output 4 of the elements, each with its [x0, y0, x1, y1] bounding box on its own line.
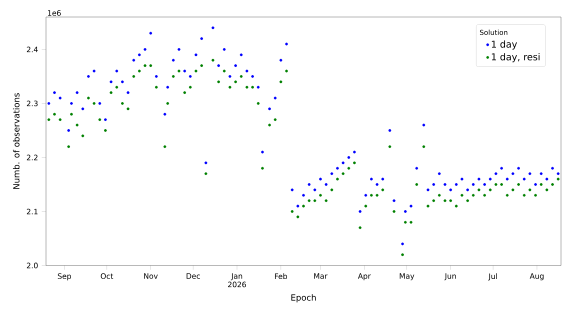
x-axis-title: Epoch	[291, 294, 316, 302]
legend-label: 1 day	[492, 40, 518, 50]
legend-label: 1 day, resi	[492, 53, 540, 62]
y-axis-title: Numb. of observations	[12, 93, 20, 189]
